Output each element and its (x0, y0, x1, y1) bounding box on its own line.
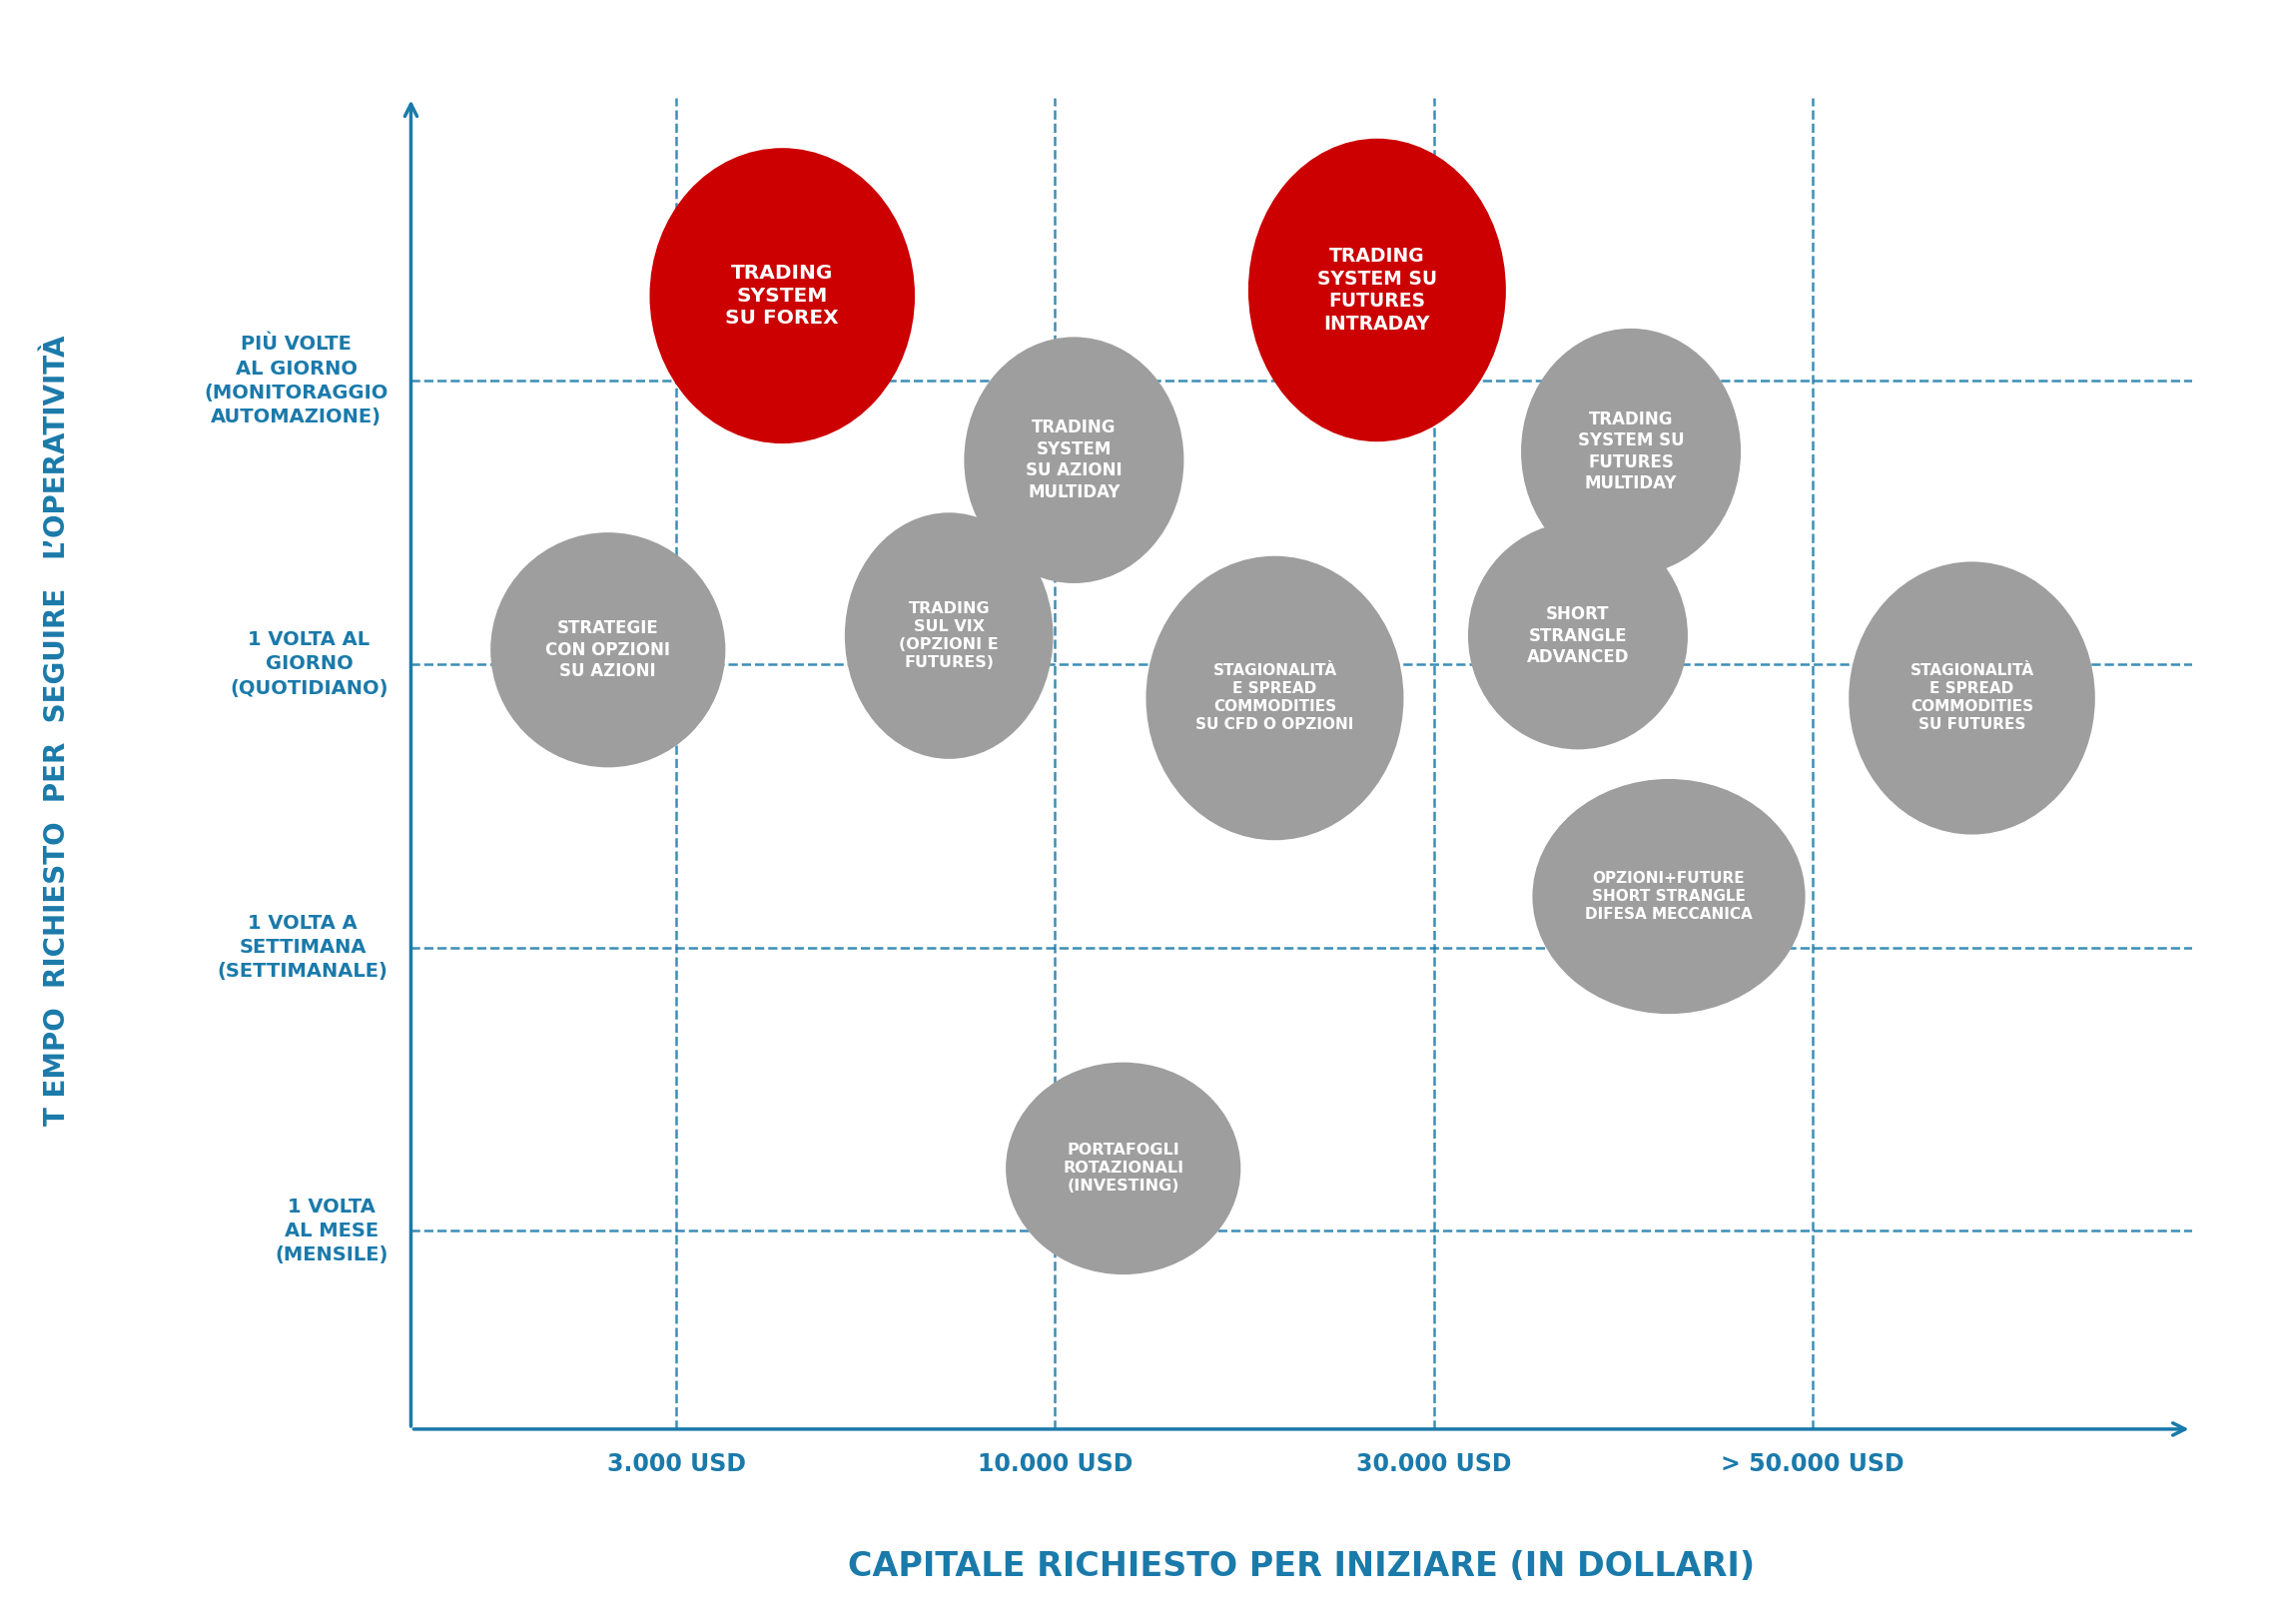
Text: 10.000 USD: 10.000 USD (977, 1452, 1132, 1476)
Ellipse shape (963, 336, 1185, 583)
Text: TRADING
SUL VIX
(OPZIONI E
FUTURES): TRADING SUL VIX (OPZIONI E FUTURES) (900, 601, 998, 671)
Text: STRATEGIE
CON OPZIONI
SU AZIONI: STRATEGIE CON OPZIONI SU AZIONI (546, 619, 671, 680)
Text: STAGIONALITÀ
E SPREAD
COMMODITIES
SU FUTURES: STAGIONALITÀ E SPREAD COMMODITIES SU FUT… (1911, 664, 2034, 732)
Text: SHORT
STRANGLE
ADVANCED: SHORT STRANGLE ADVANCED (1527, 606, 1630, 666)
Text: OPZIONI+FUTURE
SHORT STRANGLE
DIFESA MECCANICA: OPZIONI+FUTURE SHORT STRANGLE DIFESA MEC… (1584, 870, 1753, 922)
Text: TRADING
SYSTEM SU
FUTURES
INTRADAY: TRADING SYSTEM SU FUTURES INTRADAY (1317, 247, 1436, 333)
Ellipse shape (845, 513, 1052, 758)
Ellipse shape (1520, 328, 1742, 575)
Ellipse shape (491, 533, 726, 768)
Text: 1 VOLTA
AL MESE
(MENSILE): 1 VOLTA AL MESE (MENSILE) (274, 1197, 388, 1265)
Ellipse shape (1532, 780, 1806, 1013)
Text: TRADING
SYSTEM SU
FUTURES
MULTIDAY: TRADING SYSTEM SU FUTURES MULTIDAY (1578, 411, 1685, 492)
Ellipse shape (1849, 562, 2096, 835)
Text: TRADING
SYSTEM
SU FOREX: TRADING SYSTEM SU FOREX (726, 263, 838, 328)
Text: 30.000 USD: 30.000 USD (1356, 1452, 1511, 1476)
Text: T EMPO  RICHIESTO  PER  SEGUIRE   L’OPERATIVITÀ: T EMPO RICHIESTO PER SEGUIRE L’OPERATIVI… (43, 336, 71, 1125)
Text: STAGIONALITÀ
E SPREAD
COMMODITIES
SU CFD O OPZIONI: STAGIONALITÀ E SPREAD COMMODITIES SU CFD… (1196, 664, 1354, 732)
Ellipse shape (1468, 521, 1687, 749)
Text: PORTAFOGLI
ROTAZIONALI
(INVESTING): PORTAFOGLI ROTAZIONALI (INVESTING) (1064, 1143, 1183, 1194)
Text: PIÙ VOLTE
AL GIORNO
(MONITORAGGIO
AUTOMAZIONE): PIÙ VOLTE AL GIORNO (MONITORAGGIO AUTOMA… (203, 335, 388, 427)
Ellipse shape (651, 148, 915, 443)
Ellipse shape (1007, 1062, 1240, 1275)
Text: 1 VOLTA AL
GIORNO
(QUOTIDIANO): 1 VOLTA AL GIORNO (QUOTIDIANO) (231, 630, 388, 698)
Text: TRADING
SYSTEM
SU AZIONI
MULTIDAY: TRADING SYSTEM SU AZIONI MULTIDAY (1025, 419, 1123, 502)
Text: 3.000 USD: 3.000 USD (607, 1452, 747, 1476)
Ellipse shape (1146, 555, 1404, 840)
Text: > 50.000 USD: > 50.000 USD (1721, 1452, 1904, 1476)
Text: 1 VOLTA A
SETTIMANA
(SETTIMANALE): 1 VOLTA A SETTIMANA (SETTIMANALE) (217, 914, 388, 981)
Ellipse shape (1249, 138, 1507, 442)
Text: CAPITALE RICHIESTO PER INIZIARE (IN DOLLARI): CAPITALE RICHIESTO PER INIZIARE (IN DOLL… (847, 1551, 1756, 1583)
